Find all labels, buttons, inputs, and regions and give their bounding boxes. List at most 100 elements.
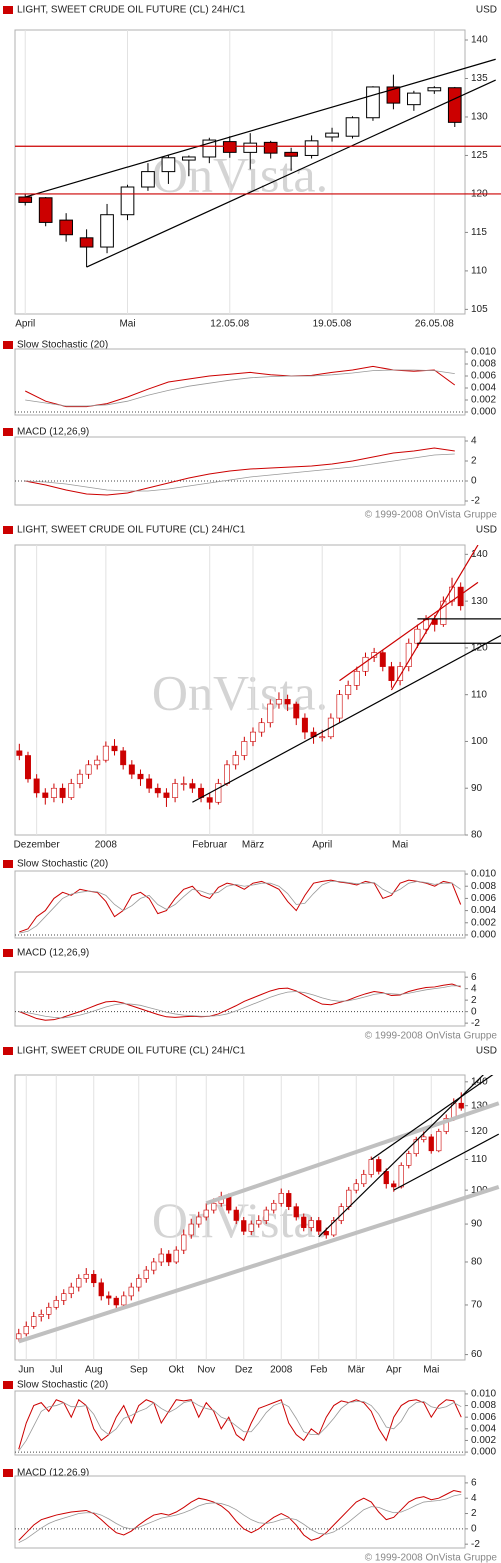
candle-body	[304, 140, 319, 156]
plot-frame	[14, 544, 466, 836]
candle-body	[76, 773, 83, 784]
candle-body	[59, 787, 66, 798]
candle-body	[33, 778, 40, 794]
candle-body	[443, 1118, 449, 1132]
unit-label: USD	[476, 5, 497, 16]
plot-frame	[14, 870, 466, 939]
candle-body	[83, 1273, 89, 1279]
candle-body	[284, 699, 291, 705]
indicator-line	[19, 983, 461, 1021]
candle-body	[241, 1220, 247, 1232]
y-tick-label: 90	[471, 1219, 483, 1230]
candle-body	[293, 703, 300, 719]
candle-body	[215, 783, 222, 803]
panel-title: Slow Stochastic (20)	[17, 859, 108, 870]
y-tick-label: 80	[471, 1257, 483, 1268]
y-tick-label: 115	[471, 227, 487, 238]
candle-body	[440, 600, 447, 625]
x-tick-label: 2008	[95, 840, 118, 851]
candle-body	[166, 1253, 172, 1263]
candle-body	[91, 1273, 97, 1284]
candle-body	[53, 1300, 59, 1308]
candle-body	[301, 717, 308, 733]
y-tick-label: 0.000	[471, 930, 496, 941]
candle-body	[361, 1174, 367, 1185]
y-tick-label: 135	[471, 73, 488, 84]
y-tick-label: 2	[471, 995, 477, 1006]
candle-body	[196, 1216, 202, 1225]
candle-body	[23, 1326, 29, 1335]
candle-body	[16, 1333, 22, 1340]
candle-body	[100, 214, 114, 248]
indicator-line	[19, 880, 461, 934]
y-tick-label: 70	[471, 1300, 483, 1311]
plot-frame	[14, 1074, 466, 1361]
candle-body	[61, 1293, 67, 1301]
y-tick-label: 90	[471, 783, 483, 794]
title-marker	[3, 526, 13, 534]
candle-body	[68, 1286, 74, 1294]
plot-frame	[14, 971, 466, 1027]
candle-body	[188, 1223, 194, 1236]
candle-body	[141, 171, 155, 188]
candle-body	[345, 117, 360, 137]
candle-body	[16, 750, 23, 756]
x-tick-label: Nov	[197, 1365, 215, 1376]
candle-body	[286, 1193, 292, 1207]
candle-body	[391, 1183, 397, 1188]
candle-body	[331, 1220, 337, 1236]
y-tick-label: 130	[471, 1100, 488, 1111]
candle-body	[31, 1316, 37, 1327]
y-tick-label: -2	[471, 1539, 480, 1550]
candle-body	[293, 1206, 299, 1218]
y-tick-label: 4	[471, 436, 477, 447]
x-tick-label: Sep	[130, 1365, 148, 1376]
x-tick-label: Dez	[235, 1365, 253, 1376]
y-tick-label: 0.002	[471, 917, 496, 928]
watermark: OnVista.	[152, 664, 328, 720]
candle-body	[353, 670, 360, 686]
trend-line	[370, 1075, 494, 1160]
panel-title: LIGHT, SWEET CRUDE OIL FUTURE (CL) 24H/C…	[17, 525, 246, 536]
y-tick-label: 120	[471, 643, 488, 654]
y-tick-label: 0.010	[471, 869, 496, 880]
candle-body	[338, 1206, 344, 1221]
indicator-line	[18, 1398, 462, 1450]
y-tick-label: 100	[471, 736, 488, 747]
y-tick-label: 0.004	[471, 383, 496, 394]
candle-body	[85, 764, 92, 775]
trend-line	[205, 1101, 500, 1206]
y-tick-label: 2	[471, 456, 477, 467]
x-tick-label: Mär	[348, 1365, 366, 1376]
x-tick-label: Jun	[18, 1365, 34, 1376]
candle-body	[120, 750, 127, 766]
candle-body	[224, 764, 231, 784]
candle-body	[271, 1202, 277, 1211]
x-tick-label: Februar	[192, 840, 228, 851]
y-tick-label: 0.006	[471, 1412, 496, 1423]
y-tick-label: 0.006	[471, 371, 496, 382]
candle-body	[180, 783, 187, 785]
candle-body	[233, 1209, 239, 1221]
y-tick-label: 130	[471, 596, 488, 607]
panel-title: LIGHT, SWEET CRUDE OIL FUTURE (CL) 24H/C…	[17, 1046, 246, 1057]
title-marker	[3, 860, 13, 868]
candle-body	[388, 666, 395, 681]
y-tick-label: 140	[471, 35, 488, 46]
candle-body	[42, 792, 49, 798]
y-tick-label: 2	[471, 1508, 477, 1519]
indicator-line	[18, 1400, 462, 1452]
y-tick-label: 60	[471, 1349, 483, 1360]
candle-body	[263, 1209, 269, 1221]
y-tick-label: 6	[471, 1478, 477, 1489]
title-marker	[3, 1469, 13, 1477]
x-tick-label: Feb	[310, 1365, 328, 1376]
credit: © 1999-2008 OnVista Gruppe	[365, 510, 498, 521]
x-tick-label: Jul	[50, 1365, 63, 1376]
panel-title: LIGHT, SWEET CRUDE OIL FUTURE (CL) 24H/C…	[17, 5, 246, 16]
candle-body	[353, 1183, 359, 1191]
title-marker	[3, 428, 13, 436]
candle-body	[405, 642, 412, 667]
candle-body	[308, 1220, 314, 1228]
